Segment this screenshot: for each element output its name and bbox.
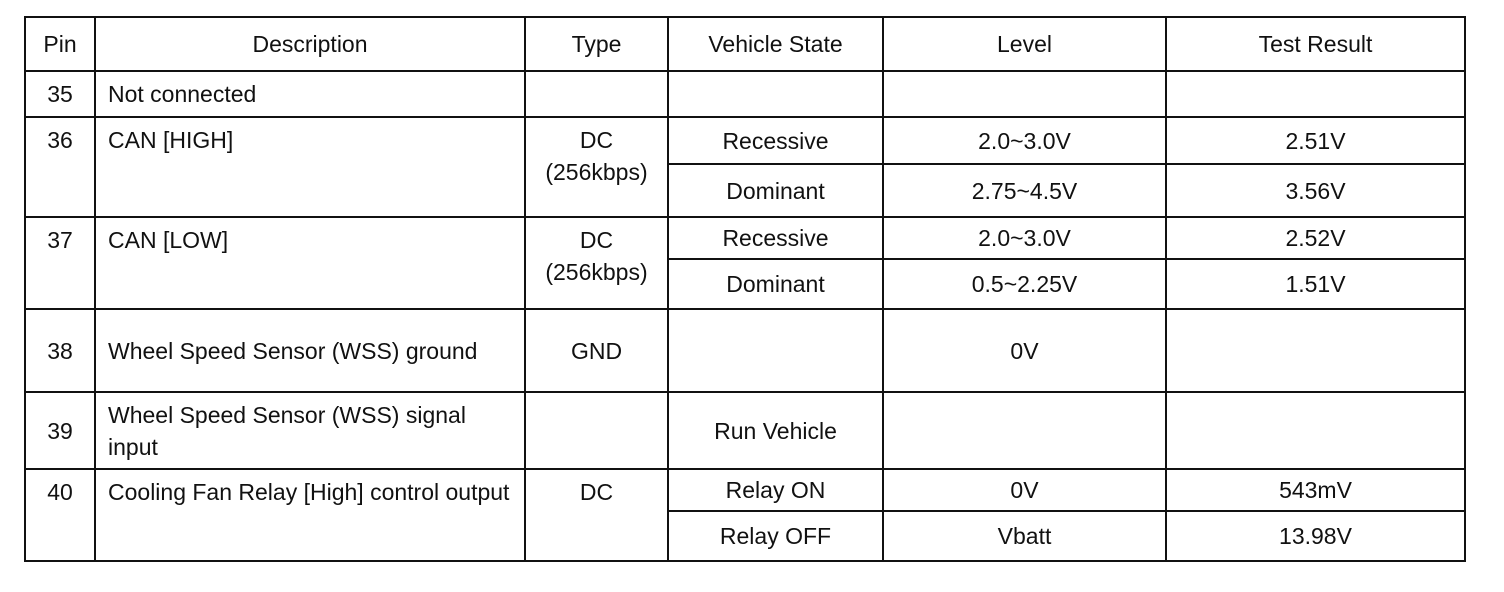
test-result: 543mV xyxy=(1165,468,1466,512)
vehicle-state: Dominant xyxy=(667,258,884,310)
vehicle-state: Run Vehicle xyxy=(667,391,884,470)
test-result: 2.52V xyxy=(1165,216,1466,260)
table-row: Relay OFF Vbatt 13.98V xyxy=(25,510,1466,562)
vehicle-state: Recessive xyxy=(667,116,884,165)
level: 0V xyxy=(882,468,1167,512)
pin: 35 xyxy=(24,70,96,118)
header-level: Level xyxy=(882,16,1167,72)
test-result xyxy=(1165,308,1466,393)
level: 0.5~2.25V xyxy=(882,258,1167,310)
pin: 40 xyxy=(24,468,96,562)
description: Wheel Speed Sensor (WSS) signal input xyxy=(94,391,526,470)
pin: 39 xyxy=(24,391,96,470)
type: DC (256kbps) xyxy=(524,216,669,310)
header-description: Description xyxy=(94,16,526,72)
level: 2.75~4.5V xyxy=(882,163,1167,218)
table-row: Dominant 2.75~4.5V 3.56V xyxy=(25,163,1466,218)
table-row: Dominant 0.5~2.25V 1.51V xyxy=(25,258,1466,310)
table-row: 40 Cooling Fan Relay [High] control outp… xyxy=(24,468,1466,562)
vehicle-state: Recessive xyxy=(667,216,884,260)
type xyxy=(524,70,669,118)
test-result xyxy=(1165,70,1466,118)
pin: 36 xyxy=(24,116,96,218)
type: DC xyxy=(524,468,669,562)
type xyxy=(524,391,669,470)
header-row: Pin Description Type Vehicle State Level… xyxy=(24,16,1466,72)
type: GND xyxy=(524,308,669,393)
vehicle-state xyxy=(667,70,884,118)
description: CAN [LOW] xyxy=(94,216,526,310)
pin: 37 xyxy=(24,216,96,310)
table-row: 36 CAN [HIGH] DC (256kbps) Recessive 2.0… xyxy=(24,116,1466,218)
level xyxy=(882,70,1167,118)
level: 2.0~3.0V xyxy=(882,116,1167,165)
pin-table: Pin Description Type Vehicle State Level… xyxy=(24,16,1466,562)
test-result: 1.51V xyxy=(1165,258,1466,310)
header-pin: Pin xyxy=(24,16,96,72)
type: DC (256kbps) xyxy=(524,116,669,218)
test-result: 13.98V xyxy=(1165,510,1466,562)
level xyxy=(882,391,1167,470)
table-row: 35 Not connected xyxy=(24,70,1466,118)
header-test-result: Test Result xyxy=(1165,16,1466,72)
vehicle-state: Relay OFF xyxy=(667,510,884,562)
test-result xyxy=(1165,391,1466,470)
pin: 38 xyxy=(24,308,96,393)
vehicle-state: Dominant xyxy=(667,163,884,218)
level: Vbatt xyxy=(882,510,1167,562)
description: Wheel Speed Sensor (WSS) ground xyxy=(94,308,526,393)
level: 0V xyxy=(882,308,1167,393)
test-result: 2.51V xyxy=(1165,116,1466,165)
header-type: Type xyxy=(524,16,669,72)
header-vehicle-state: Vehicle State xyxy=(667,16,884,72)
table-row: 39 Wheel Speed Sensor (WSS) signal input… xyxy=(24,391,1466,470)
test-result: 3.56V xyxy=(1165,163,1466,218)
level: 2.0~3.0V xyxy=(882,216,1167,260)
vehicle-state xyxy=(667,308,884,393)
vehicle-state: Relay ON xyxy=(667,468,884,512)
table-row: 37 CAN [LOW] DC (256kbps) Recessive 2.0~… xyxy=(24,216,1466,310)
description: Not connected xyxy=(94,70,526,118)
description: Cooling Fan Relay [High] control output xyxy=(94,468,526,562)
description: CAN [HIGH] xyxy=(94,116,526,218)
table-row: 38 Wheel Speed Sensor (WSS) ground GND 0… xyxy=(24,308,1466,393)
